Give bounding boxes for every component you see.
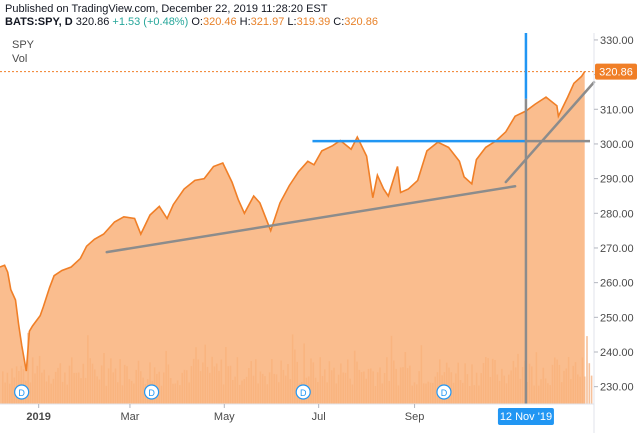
y-tick-label: 300.00 [600, 139, 634, 151]
volume-bar [590, 375, 593, 404]
dividend-marker-label: D [300, 388, 307, 398]
y-tick-label: 270.00 [600, 243, 634, 255]
price-line [0, 71, 586, 372]
dividend-marker-label: D [441, 388, 448, 398]
volume-bar [586, 336, 588, 404]
low-value: 319.39 [296, 16, 331, 28]
open-label: O: [191, 16, 203, 28]
y-tick-label: 290.00 [600, 174, 634, 186]
y-axis-ticks: 230.00 240.00 250.00 260.00 270.00 280.00 290.… [594, 35, 634, 394]
y-tick-label: 240.00 [600, 347, 634, 359]
close-label: C: [333, 16, 345, 28]
y-tick-label: 260.00 [600, 278, 634, 290]
dividend-marker-circle [295, 384, 311, 400]
ohlc-line: BATS:SPY, D 320.86 +1.53 (+0.48%) O:320.… [5, 16, 378, 29]
y-tick-label: 310.00 [600, 104, 634, 116]
x-axis-ticks: 2019 Mar May Jul Sep [26, 404, 424, 423]
dividend-marker-circle [143, 384, 160, 400]
change-value: +1.53 (+0.48%) [112, 16, 189, 28]
dividend-marker-circle [14, 384, 30, 400]
last-price: 320.86 [75, 16, 110, 28]
dividend-marker-label: D [148, 388, 155, 398]
symbol-label: BATS:SPY, D [5, 16, 73, 28]
low-label: L: [287, 16, 297, 28]
legend-volume: Vol [12, 53, 27, 65]
trendlines [105, 80, 596, 254]
x-tick-label: Mar [120, 411, 139, 423]
trendline [105, 185, 517, 254]
x-tick-label: 2019 [26, 411, 50, 423]
high-label: H: [239, 16, 251, 28]
open-value: 320.46 [202, 16, 237, 28]
cross-date-badge-bg [497, 408, 554, 425]
volume-bar [588, 363, 591, 404]
chart-header: Published on TradingView.com, December 2… [5, 3, 378, 29]
last-price-badge-text: 320.86 [599, 67, 633, 79]
legend-symbol: SPY [12, 39, 35, 51]
y-tick-label: 230.00 [600, 382, 634, 394]
dividend-marker-circle [436, 384, 452, 400]
last-price-badge: 320.86 [595, 63, 637, 80]
y-tick-label: 250.00 [600, 312, 634, 324]
dividend-marker-label: D [18, 388, 25, 398]
cross-date-badge-text: 12 Nov '19 [500, 411, 552, 423]
trendline [504, 80, 596, 184]
price-area [0, 71, 585, 404]
y-tick-label: 280.00 [600, 208, 634, 220]
last-price-badge-bg [595, 63, 637, 80]
y-tick-label: 330.00 [600, 35, 634, 47]
x-tick-label: May [214, 411, 235, 423]
published-line: Published on TradingView.com, December 2… [5, 3, 328, 15]
cross-date-badge: 12 Nov '19 [497, 408, 554, 425]
x-tick-label: Sep [405, 411, 425, 423]
close-value: 320.86 [344, 16, 378, 28]
high-value: 321.97 [250, 16, 285, 28]
x-tick-label: Jul [312, 411, 326, 423]
